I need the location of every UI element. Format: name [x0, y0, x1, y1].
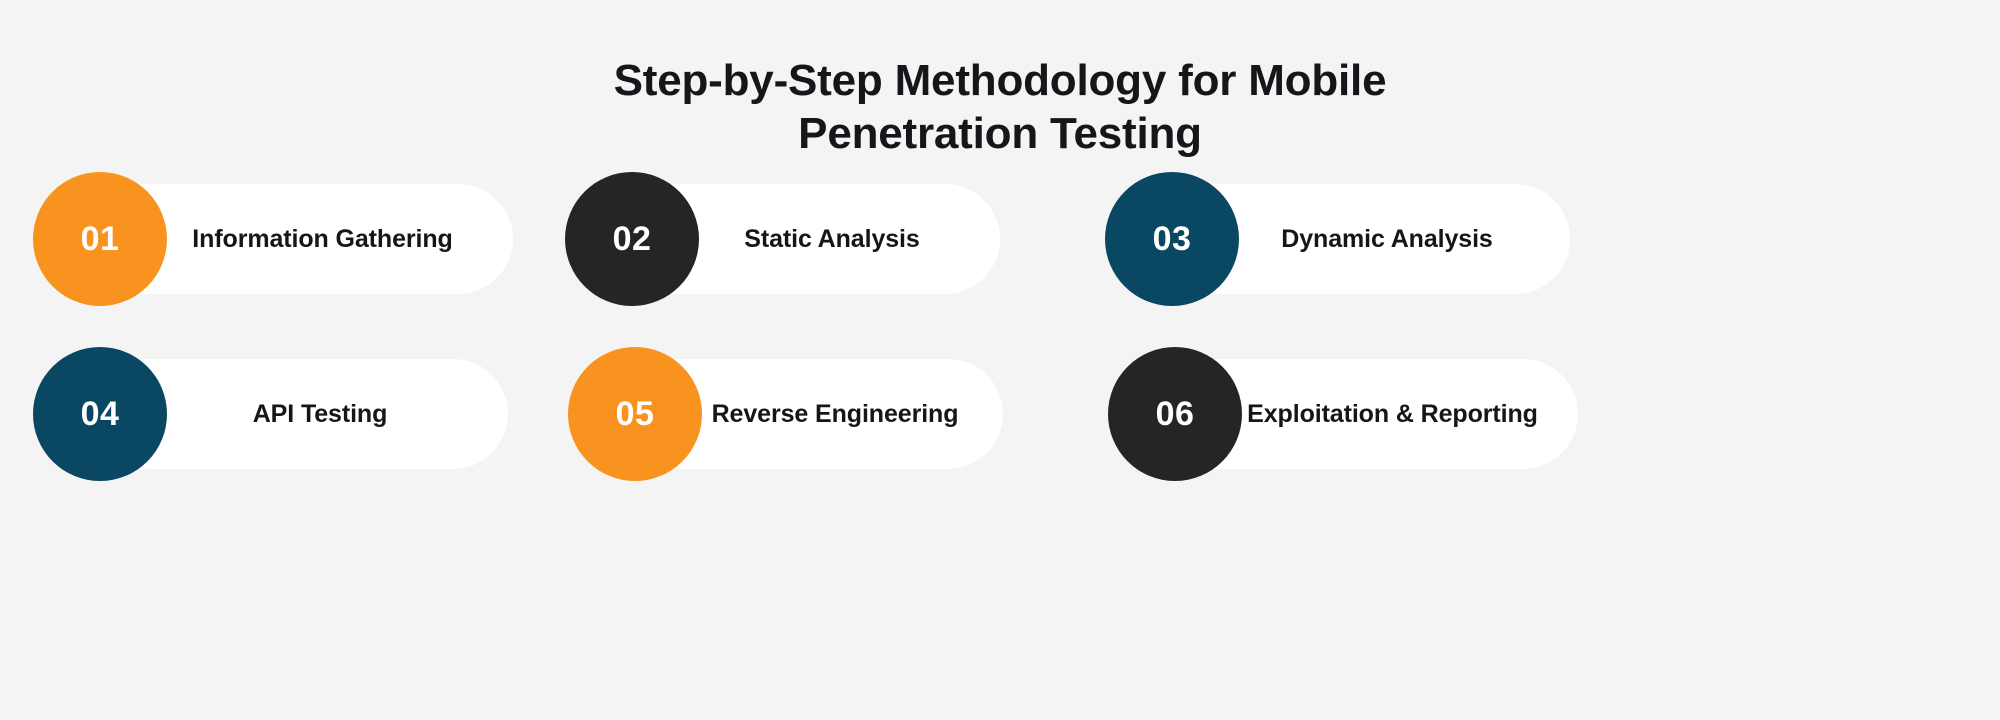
- step-label-05: Reverse Engineering: [711, 399, 959, 428]
- page-title: Step-by-Step Methodology for Mobile Pene…: [613, 56, 1387, 159]
- methodology-steps-grid: Information Gathering 01 Static Analysis…: [0, 172, 2000, 652]
- step-circle-05: 05: [568, 347, 702, 481]
- step-circle-04: 04: [33, 347, 167, 481]
- step-label-01: Information Gathering: [192, 224, 453, 253]
- step-label-03: Dynamic Analysis: [1281, 224, 1493, 253]
- step-number-06: 06: [1155, 395, 1195, 433]
- step-number-04: 04: [80, 395, 120, 433]
- step-number-02: 02: [612, 220, 652, 258]
- step-label-06: Exploitation & Reporting: [1247, 399, 1538, 428]
- step-label-02: Static Analysis: [744, 224, 920, 253]
- step-number-05: 05: [615, 395, 655, 433]
- step-circle-01: 01: [33, 172, 167, 306]
- step-label-04: API Testing: [252, 399, 388, 428]
- step-number-03: 03: [1152, 220, 1192, 258]
- step-circle-02: 02: [565, 172, 699, 306]
- step-circle-06: 06: [1108, 347, 1242, 481]
- step-number-01: 01: [80, 220, 120, 258]
- page-title-container: Step-by-Step Methodology for Mobile Pene…: [0, 26, 2000, 191]
- step-circle-03: 03: [1105, 172, 1239, 306]
